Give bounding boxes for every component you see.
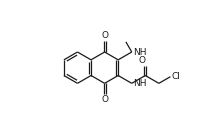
- Text: NH: NH: [133, 47, 146, 57]
- Text: O: O: [101, 95, 108, 104]
- Text: NH: NH: [133, 79, 146, 88]
- Text: O: O: [101, 31, 108, 40]
- Text: Cl: Cl: [171, 72, 180, 81]
- Text: O: O: [139, 56, 146, 65]
